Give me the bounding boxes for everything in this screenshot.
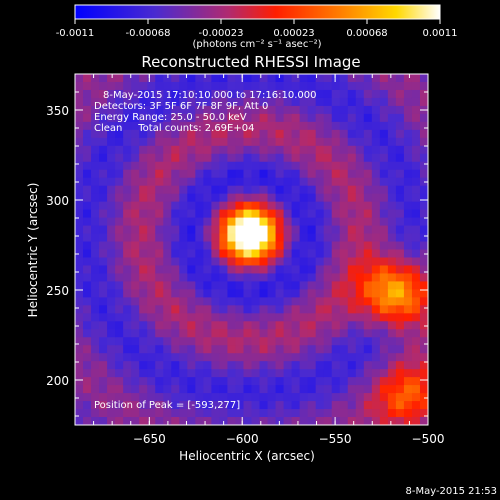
x-axis-label: Heliocentric X (arcsec): [179, 449, 315, 463]
peak-position-label: Position of Peak = [-593,277]: [94, 400, 240, 411]
x-tick-label: −600: [226, 432, 259, 446]
y-axis-label: Heliocentric Y (arcsec): [26, 183, 40, 318]
y-tick-label: 350: [46, 104, 69, 118]
header-line-time: 8-May-2015 17:10:10.000 to 17:16:10.000: [103, 90, 316, 101]
colorbar-tick-label: -0.00023: [199, 28, 244, 39]
header-line-detectors: Detectors: 3F 5F 6F 7F 8F 9F, Att 0: [94, 101, 268, 112]
y-tick-label: 300: [46, 194, 69, 208]
colorbar-tick-label: -0.00068: [126, 28, 171, 39]
y-tick-label: 250: [46, 284, 69, 298]
colorbar-tick-label: -0.0011: [56, 28, 95, 39]
heatmap-image: [75, 74, 428, 425]
x-tick-label: −550: [319, 432, 352, 446]
colorbar-tick-label: 0.0011: [423, 28, 458, 39]
plot-frame: [74, 73, 429, 426]
y-tick-label: 200: [46, 374, 69, 388]
header-line-counts: Clean Total counts: 2.69E+04: [94, 123, 254, 134]
footer-timestamp: 8-May-2015 21:53: [405, 486, 497, 497]
header-line-energy: Energy Range: 25.0 - 50.0 keV: [94, 112, 247, 123]
colorbar-unit-label: (photons cm⁻² s⁻¹ asec⁻²): [192, 39, 321, 50]
plot-area: −650 −600 −550 −500 200 250 300 350 8-May-2015…: [46, 73, 445, 446]
header-text: 8-May-2015 17:10:10.000 to 17:16:10.000 …: [94, 90, 316, 134]
plot-title: Reconstructed RHESSI Image: [141, 53, 360, 71]
colorbar: -0.0011 -0.00068 -0.00023 0.00023 0.00068 0.0…: [56, 4, 458, 50]
colorbar-tick-label: 0.00068: [346, 28, 387, 39]
colorbar-gradient: [74, 4, 441, 20]
colorbar-tick-label: 0.00023: [273, 28, 314, 39]
x-tick-label: −500: [412, 432, 445, 446]
x-tick-label: −650: [133, 432, 166, 446]
